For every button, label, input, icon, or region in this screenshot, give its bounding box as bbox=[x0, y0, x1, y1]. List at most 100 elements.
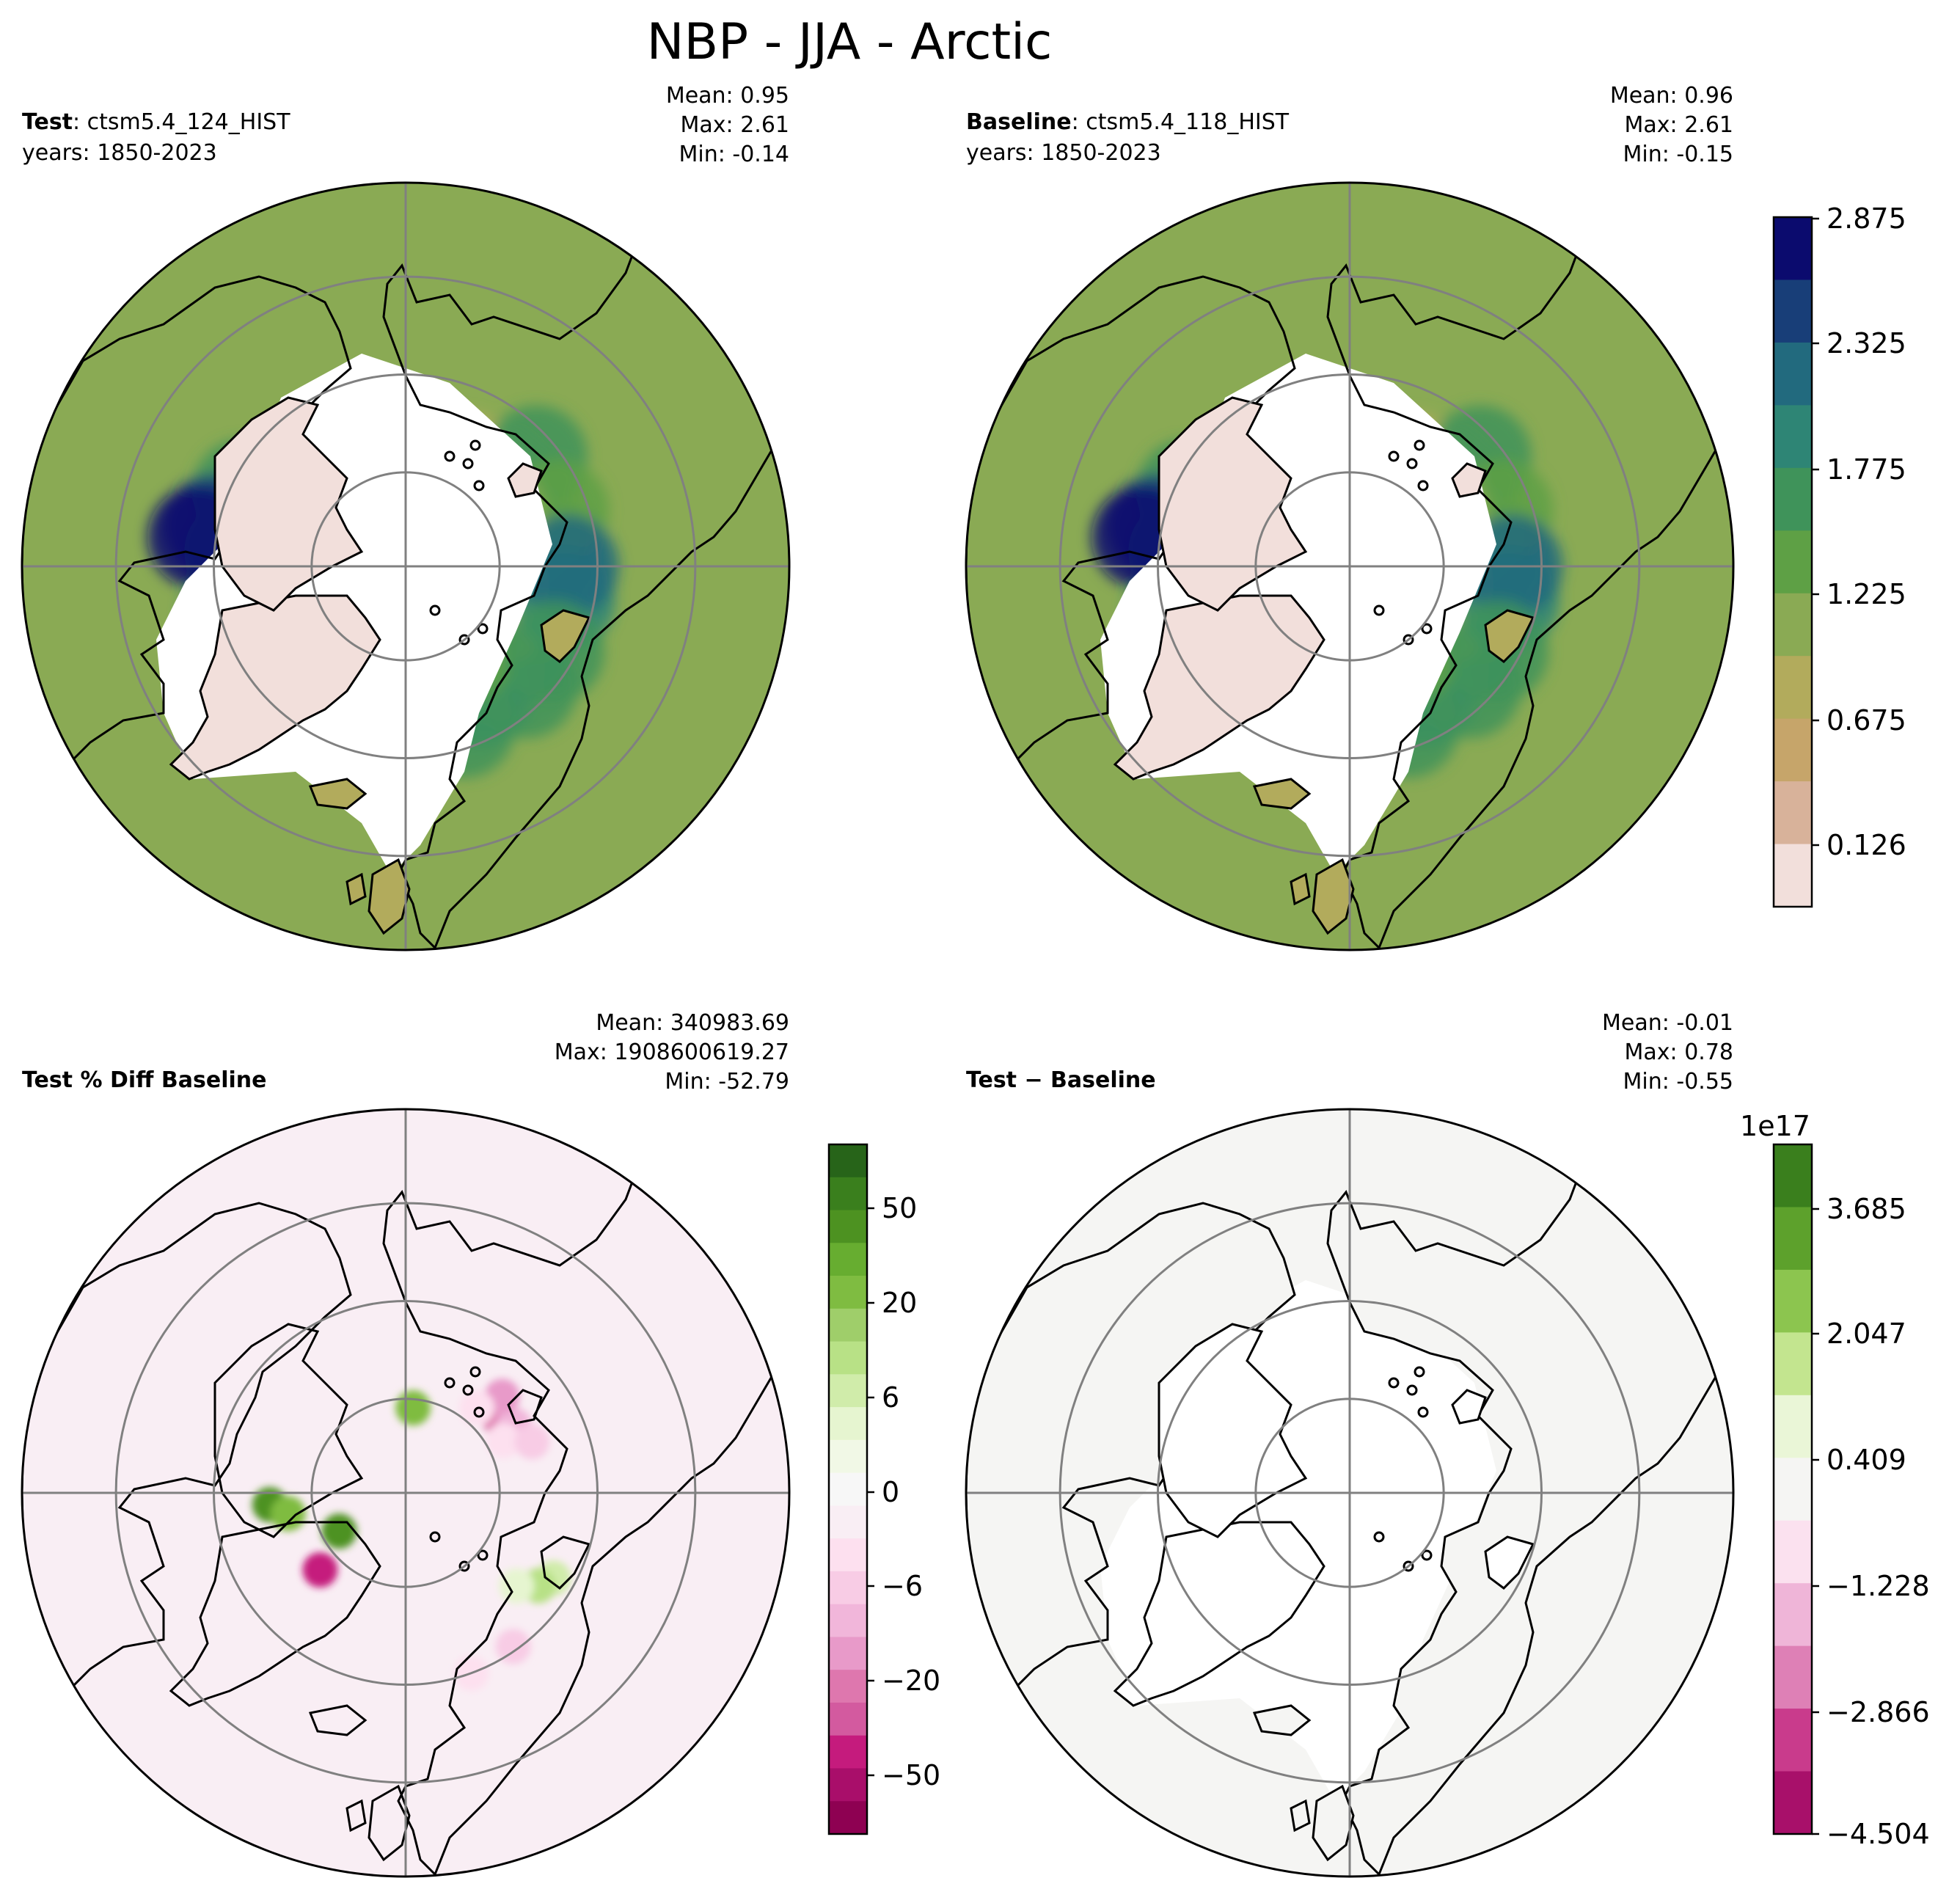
coastline-greenland bbox=[169, 594, 381, 781]
coastline-islet bbox=[1417, 480, 1429, 492]
panel-baseline: Baseline: ctsm5.4_118_HIST years: 1850-2… bbox=[965, 83, 1735, 951]
field-cell bbox=[302, 1552, 338, 1587]
colorbar-segment bbox=[829, 1637, 867, 1670]
stat-max: Max: 0.78 bbox=[1625, 1040, 1733, 1065]
coastline-iceland bbox=[308, 778, 368, 810]
colorbar-frame bbox=[1772, 1143, 1813, 1835]
map-frame bbox=[965, 181, 1735, 951]
coastline-greenland bbox=[169, 1521, 381, 1707]
coastline-svalbard bbox=[507, 1389, 543, 1425]
colorbar-segment bbox=[829, 1210, 867, 1243]
colorbar-segment bbox=[1774, 1583, 1812, 1647]
colorbar-segment bbox=[1774, 530, 1812, 594]
coastline-greenland bbox=[1113, 1521, 1325, 1707]
coastline-islet bbox=[458, 634, 470, 646]
colorbar-tick-label: 2.047 bbox=[1826, 1318, 1906, 1350]
coastline-ireland bbox=[1290, 872, 1311, 906]
coastline-islet bbox=[429, 604, 441, 616]
panel-years: years: 1850-2023 bbox=[22, 140, 217, 166]
colorbar-segment bbox=[1774, 1709, 1812, 1772]
coastline-ireland bbox=[345, 872, 367, 906]
colorbar-segment bbox=[829, 1472, 867, 1506]
colorbar-segment bbox=[1774, 1395, 1812, 1458]
coastline-islet bbox=[1373, 1531, 1385, 1543]
coastline-islet bbox=[458, 1560, 470, 1572]
coastline-islet bbox=[473, 1406, 485, 1418]
colorbar-segment bbox=[1774, 1269, 1812, 1333]
coastline-novaya bbox=[1484, 1535, 1535, 1590]
coastline-eurasia bbox=[1326, 212, 1733, 950]
polar-map bbox=[965, 1108, 1735, 1878]
stat-min: Min: -0.55 bbox=[1623, 1069, 1734, 1095]
panel-label-bold: Test bbox=[966, 1067, 1017, 1093]
colorbar-segment bbox=[829, 1505, 867, 1539]
coastline-islet bbox=[462, 1384, 474, 1396]
coastline-islet bbox=[1406, 458, 1418, 469]
coastline-svalbard bbox=[1451, 1389, 1487, 1425]
coastline-ireland bbox=[345, 1799, 367, 1833]
coastline-islet bbox=[1417, 1406, 1429, 1418]
stat-mean: Mean: 340983.69 bbox=[596, 1010, 789, 1036]
panel-label: Test % Diff Baseline bbox=[22, 1067, 267, 1093]
coastline-britain bbox=[1312, 858, 1355, 935]
colorbar-tick-label: 0 bbox=[882, 1476, 899, 1508]
panel-label-rest: − Baseline bbox=[1017, 1067, 1156, 1093]
colorbar-segment bbox=[829, 1768, 867, 1802]
colorbar-tick-label: 3.685 bbox=[1826, 1193, 1906, 1225]
colorbar-tick-label: −50 bbox=[882, 1759, 940, 1791]
colorbar-tick-label: 2.875 bbox=[1826, 202, 1906, 235]
coastline-islet bbox=[462, 458, 474, 469]
colorbar-segment bbox=[1774, 1520, 1812, 1584]
colorbar-tick-label: 1.225 bbox=[1826, 578, 1906, 610]
colorbar-segment bbox=[1774, 217, 1812, 280]
colorbar-tick-label: −6 bbox=[882, 1570, 923, 1602]
panel-years: years: 1850-2023 bbox=[966, 140, 1161, 166]
polar-map bbox=[965, 181, 1735, 951]
colorbar-tick-label: 0.675 bbox=[1826, 704, 1906, 737]
colorbar-segment bbox=[829, 1604, 867, 1637]
panel-label-bold: Test bbox=[22, 109, 73, 135]
colorbar-tick-label: 0.126 bbox=[1826, 829, 1906, 861]
stat-mean: Mean: 0.95 bbox=[666, 83, 789, 109]
colorbar-segment bbox=[829, 1308, 867, 1342]
coastline-islet bbox=[444, 1377, 456, 1389]
colorbar-segment bbox=[829, 1374, 867, 1408]
coastline-islet bbox=[1388, 1377, 1400, 1389]
colorbar-segment bbox=[1774, 1144, 1812, 1207]
coastline-svalbard bbox=[1451, 462, 1487, 498]
colorbar-segment bbox=[829, 1144, 867, 1178]
coastline-islet bbox=[444, 450, 456, 462]
colorbar-segment bbox=[1774, 1771, 1812, 1835]
stat-max: Max: 1908600619.27 bbox=[555, 1040, 789, 1065]
coastline-islet bbox=[477, 623, 489, 635]
coastline-islet bbox=[1421, 623, 1433, 635]
colorbar-tick-label: 0.409 bbox=[1826, 1444, 1906, 1476]
coastline-iceland bbox=[308, 1704, 368, 1736]
coastline-novaya bbox=[540, 1535, 591, 1590]
stat-max: Max: 2.61 bbox=[1625, 112, 1733, 138]
colorbar-segment bbox=[1774, 656, 1812, 720]
field-cell bbox=[486, 1423, 522, 1459]
panel-label: Test: ctsm5.4_124_HIST bbox=[22, 109, 290, 135]
map-frame bbox=[21, 181, 791, 951]
coastline-novaya bbox=[1484, 609, 1535, 663]
coastline-islet bbox=[1414, 1366, 1425, 1378]
map-frame bbox=[965, 1108, 1735, 1878]
coastline-eurasia bbox=[1326, 1139, 1733, 1877]
coastline-iceland bbox=[1252, 778, 1312, 810]
stat-min: Min: -52.79 bbox=[665, 1069, 789, 1095]
colorbar-segment bbox=[829, 1439, 867, 1474]
colorbar-segment bbox=[829, 1341, 867, 1375]
coastline-britain bbox=[368, 1784, 411, 1862]
map-frame bbox=[21, 1108, 791, 1878]
field-cell bbox=[514, 1424, 550, 1460]
colorbar-segment bbox=[829, 1735, 867, 1769]
map-field bbox=[22, 183, 789, 950]
colorbar-tick-label: 1.775 bbox=[1826, 453, 1906, 486]
stat-min: Min: -0.14 bbox=[679, 142, 790, 167]
colorbar-segment bbox=[1774, 593, 1812, 657]
colorbar-segment bbox=[1774, 1645, 1812, 1709]
colorbar-segment bbox=[829, 1243, 867, 1276]
colorbar-segment bbox=[1774, 1207, 1812, 1271]
coastline-islet bbox=[1414, 439, 1425, 451]
